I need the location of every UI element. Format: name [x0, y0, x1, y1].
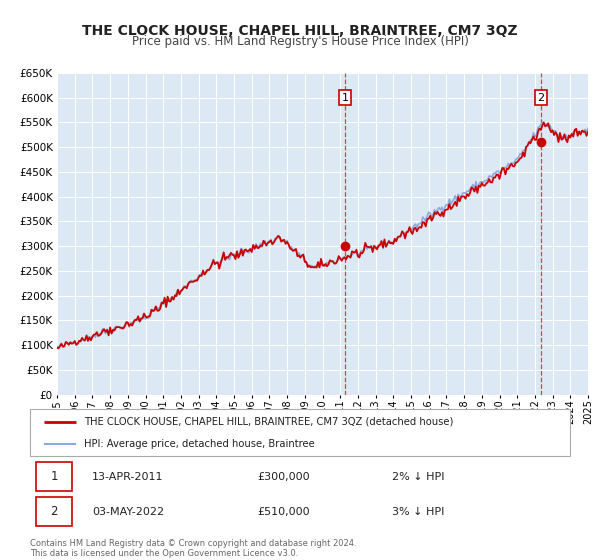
FancyBboxPatch shape: [37, 462, 71, 492]
Text: 3% ↓ HPI: 3% ↓ HPI: [392, 507, 444, 517]
Text: 2% ↓ HPI: 2% ↓ HPI: [392, 472, 444, 482]
Text: 13-APR-2011: 13-APR-2011: [92, 472, 164, 482]
Text: THE CLOCK HOUSE, CHAPEL HILL, BRAINTREE, CM7 3QZ: THE CLOCK HOUSE, CHAPEL HILL, BRAINTREE,…: [82, 24, 518, 38]
Text: Contains HM Land Registry data © Crown copyright and database right 2024.: Contains HM Land Registry data © Crown c…: [30, 539, 356, 548]
Text: 2: 2: [538, 92, 544, 102]
FancyBboxPatch shape: [30, 409, 570, 456]
FancyBboxPatch shape: [37, 497, 71, 526]
Text: HPI: Average price, detached house, Braintree: HPI: Average price, detached house, Brai…: [84, 438, 315, 449]
Text: This data is licensed under the Open Government Licence v3.0.: This data is licensed under the Open Gov…: [30, 549, 298, 558]
Text: 1: 1: [50, 470, 58, 483]
Text: 2: 2: [50, 505, 58, 518]
Text: £510,000: £510,000: [257, 507, 310, 517]
Text: THE CLOCK HOUSE, CHAPEL HILL, BRAINTREE, CM7 3QZ (detached house): THE CLOCK HOUSE, CHAPEL HILL, BRAINTREE,…: [84, 417, 454, 427]
Text: £300,000: £300,000: [257, 472, 310, 482]
Text: 1: 1: [341, 92, 349, 102]
Text: 03-MAY-2022: 03-MAY-2022: [92, 507, 164, 517]
Text: Price paid vs. HM Land Registry's House Price Index (HPI): Price paid vs. HM Land Registry's House …: [131, 35, 469, 48]
